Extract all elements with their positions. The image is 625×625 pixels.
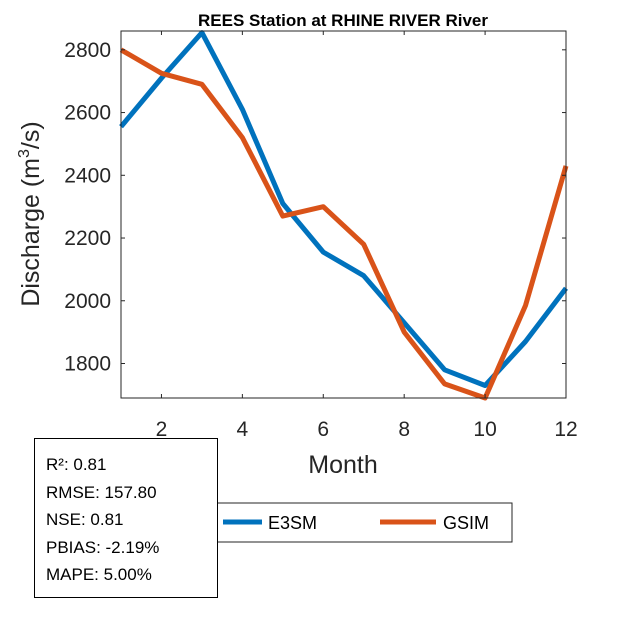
series-layer [119, 30, 569, 401]
stat-pbias: PBIAS: -2.19% [46, 537, 160, 557]
x-tick-label: 6 [317, 418, 329, 441]
y-axis-label-sup: 3 [16, 149, 33, 158]
y-axis-label: Discharge (m3/s) [16, 121, 45, 306]
x-tick-label: 12 [554, 418, 577, 441]
chart-title: REES Station at RHINE RIVER River [198, 11, 488, 30]
y-tick-label: 2800 [64, 39, 111, 62]
axes-layer: 2 4 6 8 10 12 1800 2000 2200 2400 2600 2800 [64, 30, 578, 441]
y-tick-label: 1800 [64, 352, 111, 375]
stat-mape: MAPE: 5.00% [46, 565, 152, 584]
legend-label-gsim: GSIM [443, 513, 489, 533]
y-axis-label-main: Discharge (m [17, 158, 45, 307]
x-tick-label: 10 [473, 418, 496, 441]
plot-area [121, 31, 566, 398]
y-axis-label-end: /s) [17, 121, 45, 149]
stats-box: R²: 0.81 RMSE: 157.80 NSE: 0.81 PBIAS: -… [34, 438, 218, 598]
axes-box [120, 30, 567, 399]
stat-nse: NSE: 0.81 [46, 510, 124, 529]
y-tick-label: 2000 [64, 290, 111, 313]
series-line-gsim [119, 47, 569, 401]
x-tick-label: 8 [398, 418, 410, 441]
stat-r2: R²: 0.81 [46, 455, 107, 474]
x-tick-label: 4 [237, 418, 249, 441]
legend: E3SM GSIM [209, 502, 513, 543]
y-tick-label: 2400 [64, 164, 111, 187]
legend-label-e3sm: E3SM [268, 513, 317, 533]
x-tick-label: 2 [156, 418, 168, 441]
x-axis-label: Month [308, 451, 377, 479]
y-tick-label: 2600 [64, 102, 111, 125]
stat-rmse: RMSE: 157.80 [46, 482, 157, 502]
y-tick-label: 2200 [64, 227, 111, 250]
